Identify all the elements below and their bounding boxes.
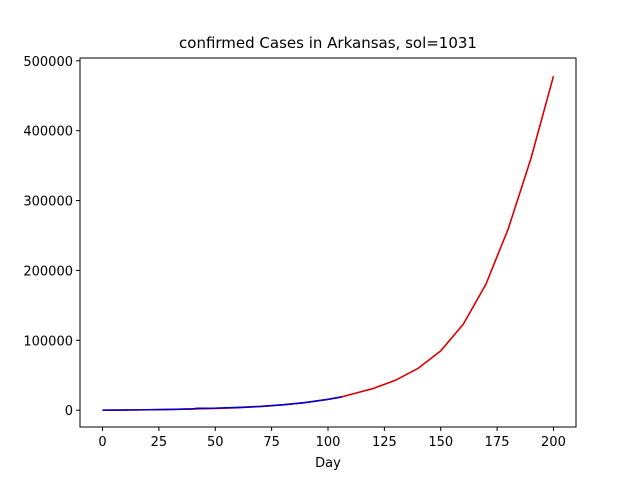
y-axis: 0 100000 200000 300000 400000 500000 xyxy=(23,55,80,419)
y-tick-label: 300000 xyxy=(23,195,73,210)
x-tick-label: 150 xyxy=(428,435,453,450)
x-tick-label: 175 xyxy=(485,435,510,450)
x-tick-label: 25 xyxy=(151,435,168,450)
x-tick-label: 100 xyxy=(316,435,341,450)
x-tick-label: 125 xyxy=(372,435,397,450)
y-tick-label: 500000 xyxy=(23,55,73,70)
y-tick-label: 100000 xyxy=(23,334,73,349)
y-tick-label: 400000 xyxy=(23,125,73,140)
y-tick-label: 200000 xyxy=(23,264,73,279)
y-tick-label: 0 xyxy=(65,404,73,419)
x-tick-label: 0 xyxy=(98,435,106,450)
series-layer xyxy=(102,75,555,412)
x-axis: 0 25 50 75 100 125 150 175 200 xyxy=(98,427,566,450)
chart-title: confirmed Cases in Arkansas, sol=1031 xyxy=(179,34,477,52)
x-tick-label: 200 xyxy=(541,435,566,450)
series-line-blue xyxy=(102,396,342,412)
x-tick-label: 75 xyxy=(263,435,280,450)
x-tick-label: 50 xyxy=(207,435,224,450)
x-axis-label: Day xyxy=(315,456,341,471)
